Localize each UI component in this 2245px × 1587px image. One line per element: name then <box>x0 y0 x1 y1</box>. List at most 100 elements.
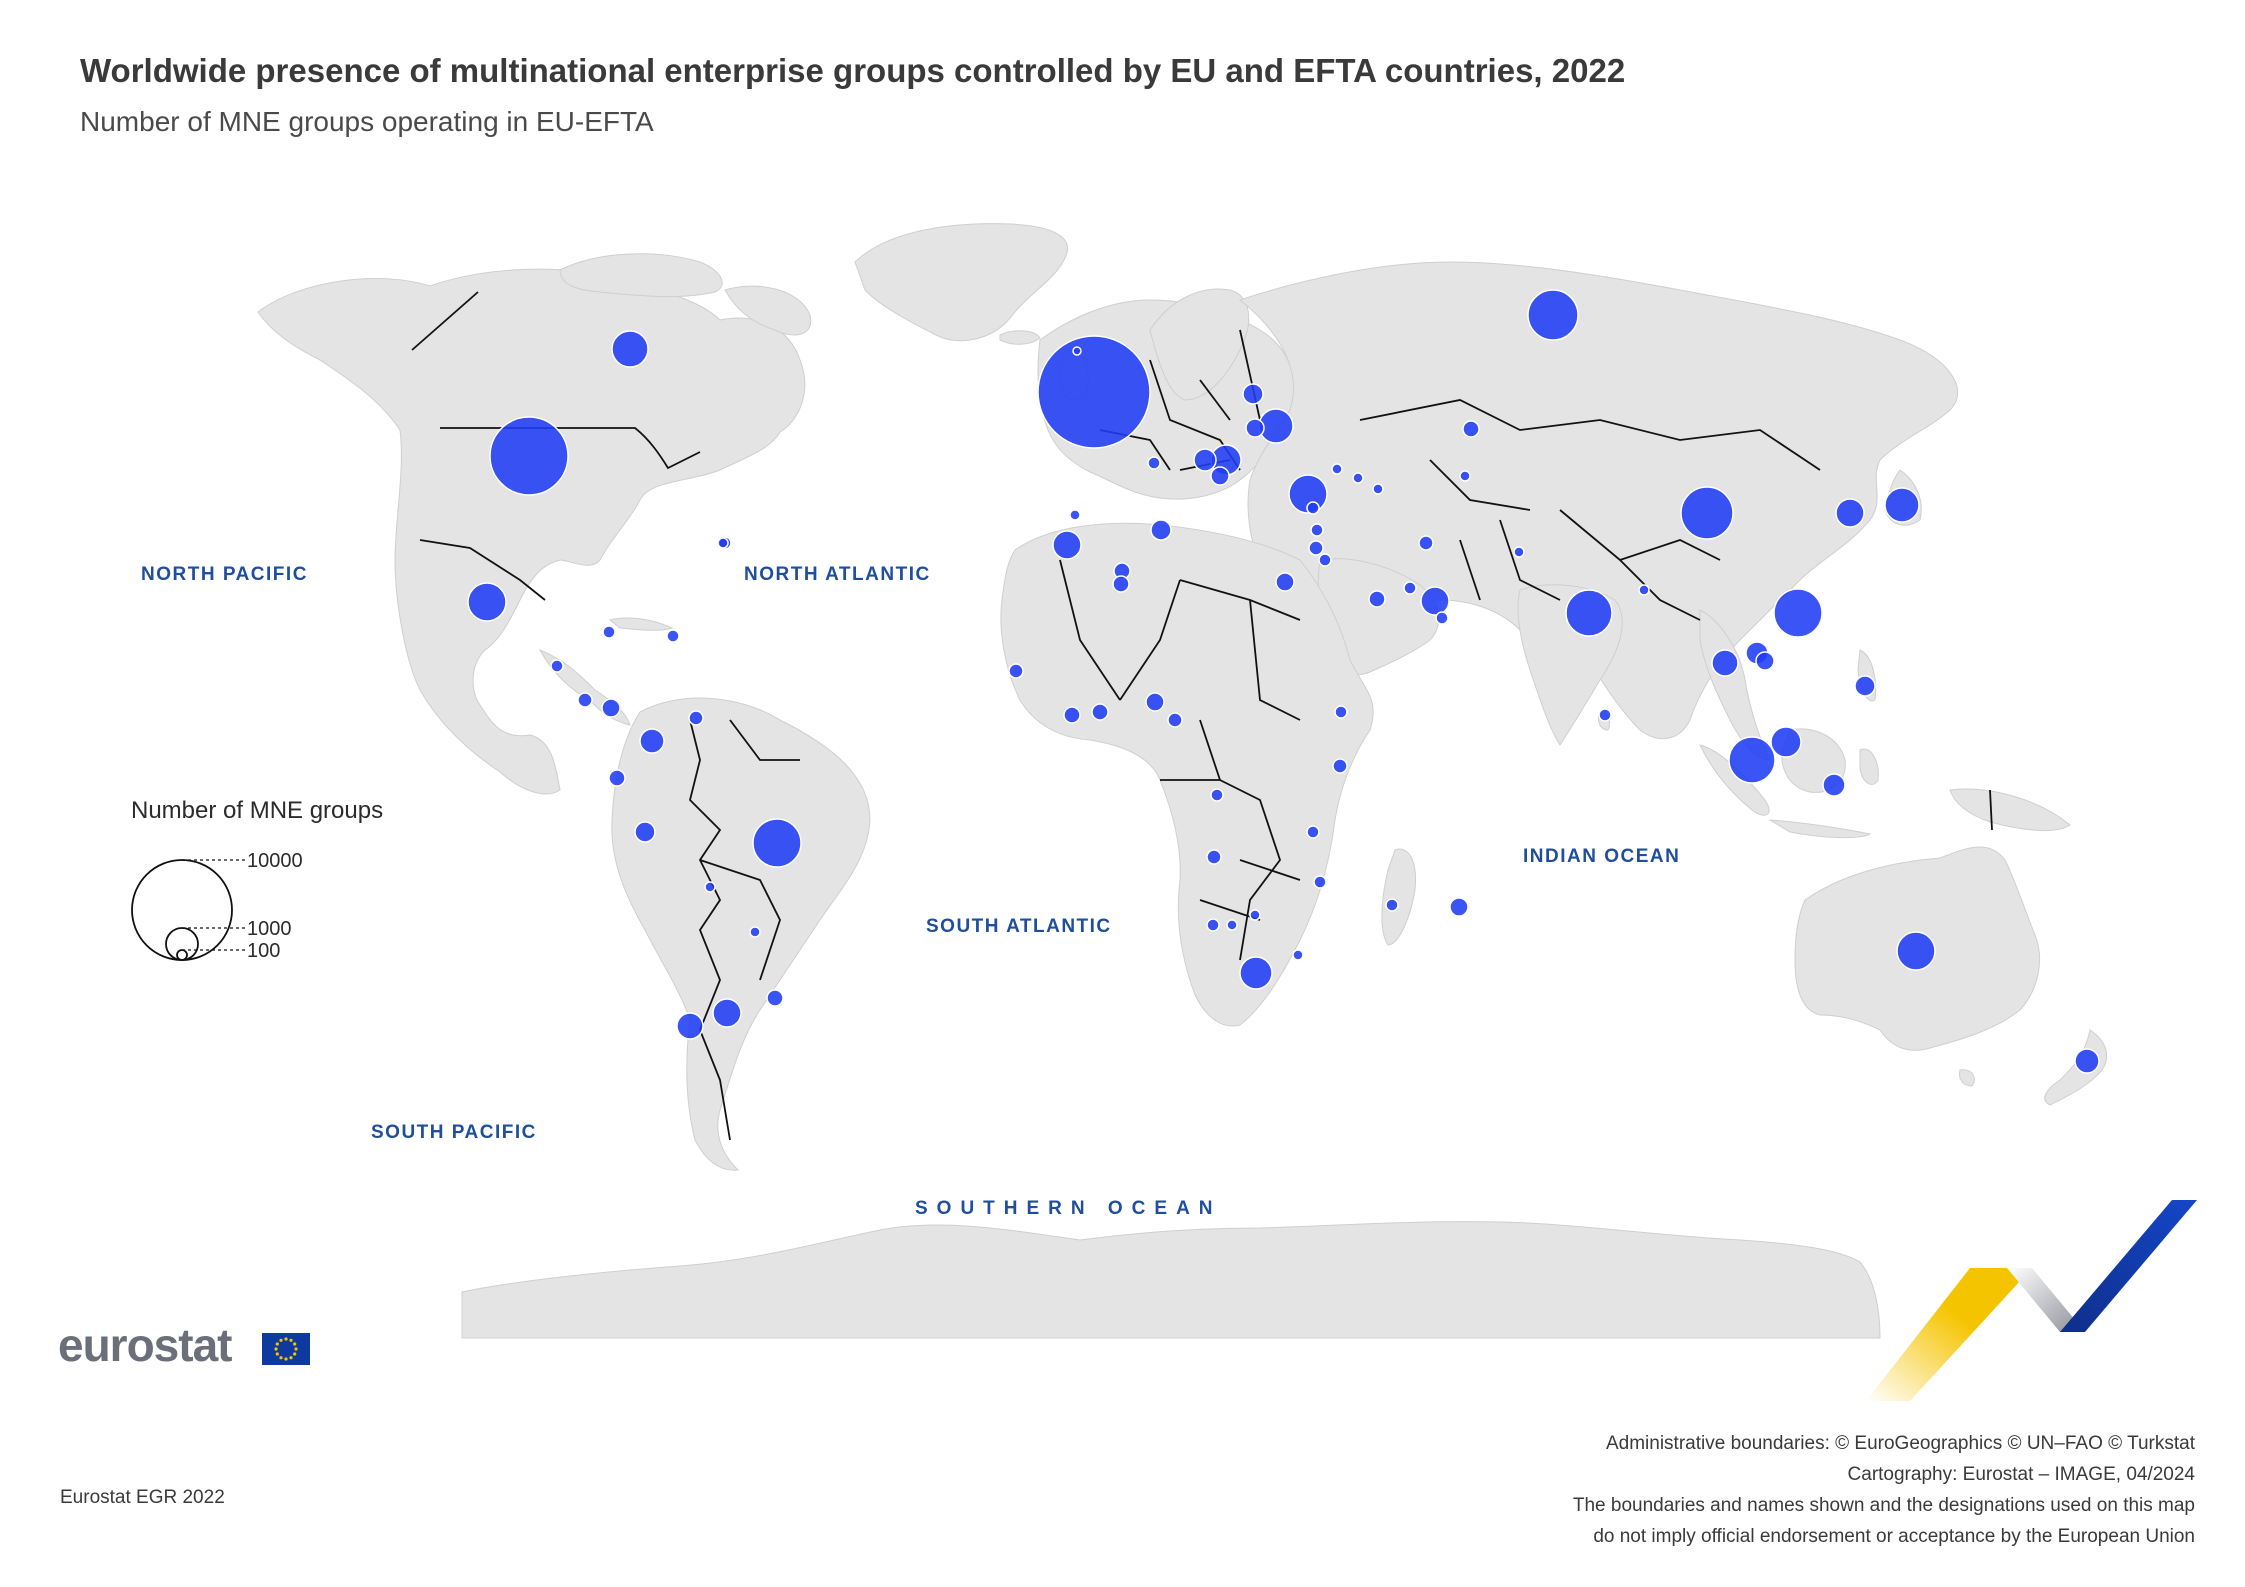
bubble-senegal <box>1008 663 1024 679</box>
land-south-america <box>611 697 871 1171</box>
bubble-ivory-coast <box>1091 703 1109 721</box>
country-borders <box>411 291 1993 1141</box>
bubble-bolivia <box>704 881 716 893</box>
bubble-qatar <box>1403 581 1417 595</box>
bubble-egypt <box>1275 572 1295 592</box>
bubble-morocco <box>1052 530 1082 560</box>
bubble-kenya <box>1332 758 1348 774</box>
bubble-canada <box>611 330 649 368</box>
land-scandinavia <box>1149 288 1250 401</box>
bubble-malta <box>1147 456 1161 470</box>
land-antarctica <box>461 1221 1881 1339</box>
land-cuba <box>608 617 674 631</box>
bubble-singapore <box>1822 773 1846 797</box>
legend-circle-1000 <box>165 927 199 961</box>
bubble-ethiopia <box>1334 705 1348 719</box>
land-sulawesi <box>1859 748 1879 785</box>
bubble-cambodia <box>1755 651 1775 671</box>
ocean-label-southern-ocean: SOUTHERN OCEAN <box>915 1198 1222 1219</box>
bubble-ecuador <box>608 769 626 787</box>
bubble-korea <box>1835 498 1865 528</box>
bubble-paraguay <box>749 926 761 938</box>
legend-label-10000: 10000 <box>247 850 303 872</box>
ocean-label-south-atlantic: SOUTH ATLANTIC <box>926 916 1112 937</box>
bubble-brazil <box>752 818 802 868</box>
bubble-thailand <box>1711 649 1739 677</box>
bubble-cyprus <box>1306 501 1320 515</box>
bubble-japan <box>1884 487 1920 523</box>
bubble-belarus <box>1242 383 1264 405</box>
land-madagascar <box>1381 848 1417 946</box>
bubble-israel <box>1308 540 1324 556</box>
border-png <box>1989 789 1993 831</box>
bubble-balkans <box>1193 448 1217 472</box>
bubble-iceland <box>1072 346 1082 356</box>
data-source: Eurostat EGR 2022 <box>60 1487 225 1508</box>
bubble-panama <box>601 698 621 718</box>
legend-title: Number of MNE groups <box>131 797 384 824</box>
credit-line: do not imply official endorsement or acc… <box>1593 1526 2195 1547</box>
bubble-madagascar <box>1385 898 1399 912</box>
bubble-canary <box>1069 509 1081 521</box>
eurostat-ribbon-icon <box>1866 1200 2197 1401</box>
ocean-label-north-pacific: NORTH PACIFIC <box>141 564 308 585</box>
bubble-pakistan <box>1513 546 1525 558</box>
land-iceland <box>999 330 1041 345</box>
bubble-china <box>1680 486 1734 540</box>
bubble-jordan <box>1318 553 1332 567</box>
bubble-mauritania <box>1112 575 1130 593</box>
bubble-peru <box>634 821 656 843</box>
map-credits: Administrative boundaries: © EuroGeograp… <box>1573 1428 2195 1552</box>
bubble-uae <box>1420 586 1450 616</box>
bubble-australia <box>1896 931 1936 971</box>
bubble-sri-lanka <box>1598 708 1612 722</box>
border-canada-usa <box>440 427 701 470</box>
bubble-lebanon <box>1310 523 1324 537</box>
legend-label-100: 100 <box>247 940 280 962</box>
bubble-namibia <box>1206 918 1220 932</box>
bubble-eu-efta <box>1037 335 1151 449</box>
bubble-cuba-area <box>602 625 616 639</box>
land-tasmania <box>1959 1069 1975 1087</box>
map-subtitle: Number of MNE groups operating in EU-EFT… <box>80 106 654 137</box>
ocean-label-north-atlantic: NORTH ATLANTIC <box>744 564 931 585</box>
ocean-label-indian-ocean: INDIAN OCEAN <box>1523 846 1680 867</box>
bubble-chile-central <box>676 1012 704 1040</box>
border-alaska <box>411 291 479 351</box>
bubble-mexico <box>467 582 507 622</box>
bubble-armenia <box>1352 472 1364 484</box>
bubble-ghana <box>1063 706 1081 724</box>
bubble-kazakhstan <box>1462 420 1480 438</box>
bubble-drc <box>1210 788 1224 802</box>
bubble-botswana <box>1226 919 1238 931</box>
bubble-uzbekistan <box>1459 470 1471 482</box>
land-baffin <box>724 285 812 336</box>
bubble-angola <box>1206 849 1222 865</box>
bubble-indonesia <box>1728 736 1776 784</box>
ocean-label-south-pacific: SOUTH PACIFIC <box>371 1122 537 1143</box>
credit-line: Administrative boundaries: © EuroGeograp… <box>1605 1433 2195 1454</box>
bubble-russia <box>1527 289 1579 341</box>
bubble-moldova <box>1245 418 1265 438</box>
bubble-saudi <box>1368 590 1386 608</box>
bubble-guatemala <box>550 659 564 673</box>
border-asia <box>1359 399 1821 621</box>
bubble-malaysia <box>1770 726 1802 758</box>
bubble-georgia <box>1331 463 1343 475</box>
bubble-tunisia <box>1150 519 1172 541</box>
bubble-usa <box>489 416 569 496</box>
credit-line: The boundaries and names shown and the d… <box>1572 1495 2195 1516</box>
bubble-india <box>1565 589 1613 637</box>
bubble-azerbaijan <box>1372 483 1384 495</box>
bubble-new-zealand <box>2074 1048 2100 1074</box>
bubble-albania <box>1210 466 1230 486</box>
bubble-bermuda <box>717 537 729 549</box>
bubble-cameroon <box>1167 712 1183 728</box>
bubble-uruguay <box>766 989 784 1007</box>
bubble-colombia <box>639 728 665 754</box>
legend-circle-10000 <box>131 859 233 961</box>
land-new-guinea <box>1949 788 2071 832</box>
bubble-hong-kong <box>1773 588 1823 638</box>
bubble-bangladesh <box>1638 584 1650 596</box>
